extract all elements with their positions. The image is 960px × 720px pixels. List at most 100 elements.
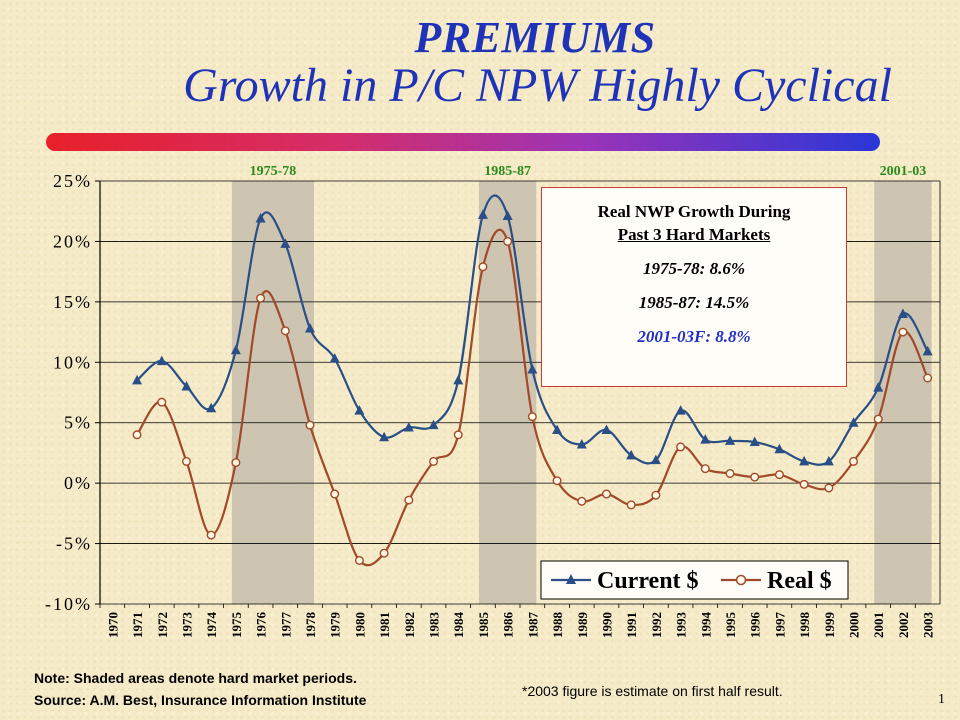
real-point-1994 — [700, 464, 710, 474]
real-point-1998 — [799, 479, 809, 489]
current-point-1992 — [650, 454, 661, 465]
current-point-1980 — [354, 405, 365, 415]
shaded-period-2 — [478, 181, 537, 604]
x-tick-label-1979: 1979 — [328, 612, 343, 639]
x-tick-label-1981: 1981 — [377, 612, 392, 638]
real-point-1973 — [181, 456, 191, 466]
shaded-period-label-1: 1975-78 — [250, 164, 297, 179]
current-point-1987 — [527, 364, 538, 374]
y-tick-label-3: 10% — [53, 352, 92, 372]
x-tick-label-1978: 1978 — [303, 612, 318, 639]
x-tick-label-1977: 1977 — [278, 612, 293, 639]
current-point-1986 — [502, 210, 513, 221]
x-tick-label-1995: 1995 — [723, 612, 738, 639]
real-point-1972 — [157, 397, 167, 407]
real-point-1974 — [206, 530, 216, 540]
real-point-1989 — [577, 496, 587, 506]
estimate-footnote: *2003 figure is estimate on first half r… — [522, 683, 783, 699]
legend-marker-real — [735, 574, 747, 586]
x-tick-label-1972: 1972 — [155, 612, 170, 638]
x-tick-label-1975: 1975 — [229, 612, 244, 639]
x-tick-label-2001: 2001 — [871, 612, 886, 638]
y-tick-label-2: 15% — [53, 292, 92, 312]
real-point-1985 — [478, 262, 488, 272]
shaded-period-label-2: 1985-87 — [484, 164, 531, 179]
slide-title: PREMIUMS — [414, 13, 656, 62]
current-point-1989 — [576, 438, 587, 449]
current-point-1998 — [799, 455, 810, 466]
real-point-1984 — [453, 430, 463, 440]
x-tick-label-1973: 1973 — [179, 612, 194, 639]
real-point-2002 — [898, 327, 908, 337]
x-tick-label-2000: 2000 — [847, 612, 862, 638]
shaded-period-label-3: 2001-03 — [880, 164, 927, 179]
x-tick-label-1987: 1987 — [525, 612, 540, 639]
current-point-1990 — [601, 424, 612, 434]
shading-note: Note: Shaded areas denote hard market pe… — [34, 670, 357, 686]
current-point-1993 — [675, 405, 686, 415]
current-point-1983 — [428, 419, 439, 430]
premium-growth-chart: 1975-78 1985-87 2001-03 25% 20% 15% 10% 5% 0% -5%… — [45, 164, 941, 639]
real-point-1993 — [676, 442, 686, 452]
legend-label-real: Real $ — [767, 568, 832, 594]
shaded-period-3 — [874, 181, 932, 604]
y-tick-label-0: 25% — [53, 171, 92, 191]
real-point-1987 — [527, 412, 537, 422]
real-point-1977 — [280, 326, 290, 336]
real-point-1975 — [231, 458, 241, 468]
real-point-1990 — [601, 489, 611, 499]
x-tick-label-1971: 1971 — [130, 612, 145, 638]
current-point-1997 — [774, 443, 785, 454]
real-point-1982 — [404, 495, 414, 505]
current-point-1975 — [230, 344, 241, 355]
real-point-1983 — [429, 456, 439, 466]
legend-box — [540, 560, 849, 600]
x-tick-label-1970: 1970 — [105, 612, 120, 638]
real-point-2000 — [849, 456, 859, 466]
current-point-1973 — [181, 380, 192, 391]
current-point-1974 — [206, 402, 217, 413]
x-tick-label-2002: 2002 — [896, 612, 911, 638]
current-point-1999 — [823, 455, 834, 466]
current-point-1988 — [552, 424, 563, 434]
current-point-2003 — [922, 345, 933, 356]
x-tick-label-1989: 1989 — [575, 612, 590, 639]
legend-label-current: Current $ — [597, 568, 699, 594]
real-point-1999 — [824, 483, 834, 493]
current-point-1995 — [725, 435, 735, 445]
info-line-1975: 1975-78: 8.6% — [643, 259, 745, 278]
current-point-1979 — [329, 353, 340, 363]
x-tick-label-1984: 1984 — [451, 612, 466, 639]
y-tick-label-1: 20% — [53, 231, 92, 251]
x-tick-label-1983: 1983 — [427, 612, 442, 639]
current-point-1976 — [255, 212, 266, 223]
x-tick-label-1974: 1974 — [204, 612, 219, 639]
real-point-1976 — [256, 293, 266, 303]
page-number: 1 — [938, 692, 945, 707]
real-point-1988 — [552, 476, 562, 486]
hard-market-info-box: Real NWP Growth During Past 3 Hard Marke… — [541, 187, 847, 387]
y-tick-label-4: 5% — [64, 413, 92, 433]
real-point-1981 — [379, 548, 389, 558]
current-point-1984 — [453, 374, 464, 385]
x-tick-label-1980: 1980 — [352, 612, 367, 638]
real-point-2001 — [873, 414, 883, 424]
info-box-heading: Real NWP Growth During — [597, 202, 791, 221]
current-point-1971 — [132, 374, 143, 385]
real-point-1986 — [503, 236, 513, 246]
y-tick-label-5: 0% — [64, 473, 92, 493]
x-tick-label-1982: 1982 — [402, 612, 417, 638]
real-point-1978 — [305, 420, 315, 430]
x-tick-label-1997: 1997 — [772, 612, 787, 639]
x-tick-label-1990: 1990 — [599, 612, 614, 638]
real-point-1992 — [651, 490, 661, 500]
real-point-1979 — [330, 489, 340, 499]
current-point-1972 — [156, 355, 167, 366]
legend-marker-current — [566, 574, 576, 584]
real-point-1997 — [774, 470, 784, 480]
y-tick-label-6: -5% — [56, 534, 92, 554]
real-point-1980 — [354, 555, 364, 565]
current-point-2002 — [897, 308, 908, 318]
real-point-1991 — [626, 500, 636, 510]
x-tick-label-1999: 1999 — [822, 612, 837, 639]
